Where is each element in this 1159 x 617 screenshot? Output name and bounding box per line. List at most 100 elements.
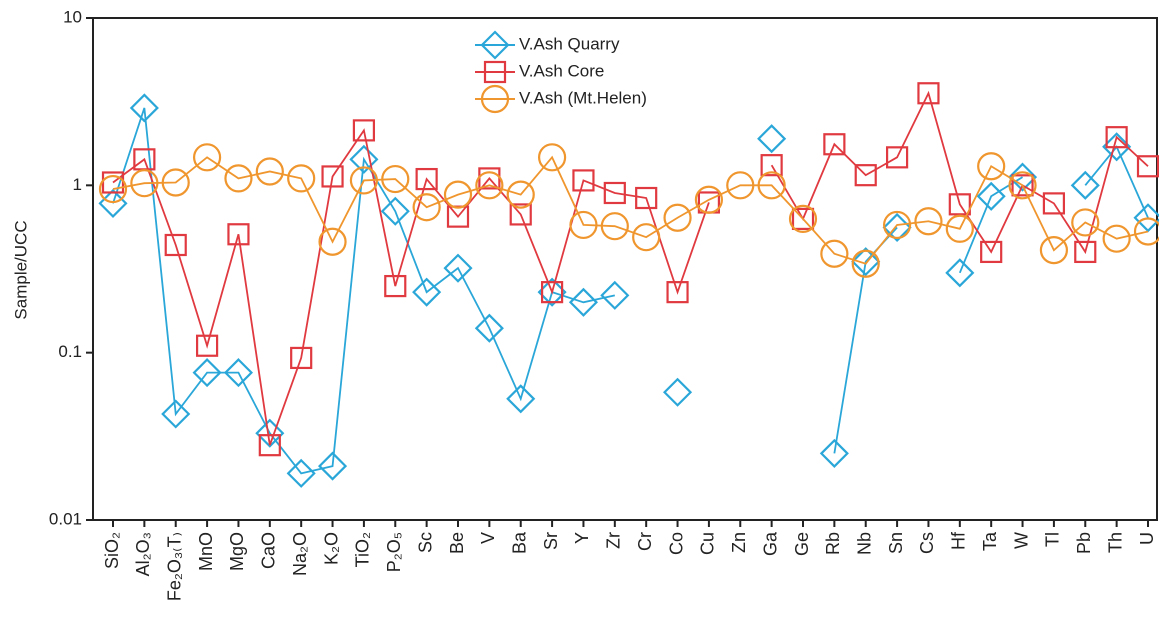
data-point bbox=[537, 277, 567, 307]
x-tick-label: Nb bbox=[854, 532, 874, 555]
data-point bbox=[352, 119, 376, 142]
data-point bbox=[600, 280, 630, 310]
x-tick-label: Sr bbox=[541, 532, 561, 550]
data-point bbox=[757, 124, 787, 154]
series-line bbox=[112, 128, 710, 446]
data-point bbox=[349, 144, 379, 174]
data-point bbox=[1039, 236, 1069, 265]
y-tick-label: 0.01 bbox=[49, 509, 82, 528]
data-point bbox=[948, 193, 971, 216]
series-line bbox=[112, 107, 616, 475]
data-point bbox=[977, 152, 1006, 181]
y-tick-label: 1 bbox=[73, 175, 82, 194]
data-point bbox=[506, 180, 535, 209]
data-point bbox=[1042, 192, 1066, 215]
data-point bbox=[255, 157, 284, 186]
legend-marker bbox=[480, 84, 510, 114]
data-point bbox=[286, 458, 316, 488]
data-point bbox=[287, 164, 316, 193]
data-point bbox=[726, 171, 755, 200]
data-point bbox=[164, 233, 187, 257]
y-tick-label: 0.1 bbox=[58, 342, 82, 361]
data-point bbox=[318, 227, 347, 256]
data-point bbox=[412, 193, 441, 222]
data-point bbox=[760, 154, 783, 177]
x-tick-label: Th bbox=[1105, 532, 1125, 553]
data-point bbox=[1011, 174, 1034, 197]
x-tick-label: Cu bbox=[698, 532, 718, 555]
data-point bbox=[851, 249, 880, 278]
data-point bbox=[412, 277, 442, 307]
x-tick-label: Ta bbox=[980, 531, 1000, 551]
x-tick-label: Sc bbox=[415, 532, 435, 553]
data-point bbox=[129, 93, 159, 123]
data-point bbox=[415, 167, 438, 191]
data-point bbox=[224, 164, 253, 193]
x-tick-label: Cr bbox=[635, 532, 655, 551]
series-line bbox=[112, 155, 1149, 265]
data-point bbox=[321, 165, 344, 188]
data-point bbox=[1133, 203, 1159, 233]
x-tick-label: Tl bbox=[1043, 532, 1063, 547]
data-point bbox=[945, 258, 975, 288]
data-point bbox=[380, 196, 410, 226]
data-point bbox=[474, 313, 504, 343]
data-point bbox=[317, 451, 348, 481]
data-point bbox=[1133, 217, 1159, 246]
data-point bbox=[635, 186, 658, 210]
x-tick-label: K₂O bbox=[321, 532, 341, 565]
x-tick-label: Rb bbox=[823, 532, 843, 555]
x-tick-label: V bbox=[478, 532, 498, 544]
x-tick-label: U bbox=[1137, 532, 1157, 545]
data-point bbox=[1008, 171, 1037, 200]
data-point bbox=[1071, 208, 1100, 237]
data-point bbox=[443, 253, 473, 283]
data-point bbox=[1007, 162, 1038, 192]
x-tick-label: Sn bbox=[886, 532, 906, 554]
y-tick-label: 10 bbox=[63, 7, 82, 26]
data-point bbox=[192, 143, 222, 172]
x-tick-label: Hf bbox=[949, 531, 969, 550]
legend-label: V.Ash Core bbox=[519, 61, 604, 80]
data-point bbox=[600, 212, 629, 241]
data-point bbox=[509, 203, 532, 226]
series-line bbox=[770, 90, 1149, 255]
data-point bbox=[506, 384, 536, 414]
x-tick-label: Pb bbox=[1074, 532, 1094, 554]
data-point bbox=[161, 399, 191, 429]
data-point bbox=[192, 358, 222, 388]
data-point bbox=[854, 164, 877, 187]
data-point bbox=[820, 239, 849, 268]
data-point bbox=[632, 223, 661, 252]
data-point bbox=[917, 82, 940, 105]
x-tick-label: Na₂O bbox=[290, 532, 310, 576]
data-point bbox=[1070, 170, 1100, 200]
data-point bbox=[349, 166, 379, 195]
x-tick-label: Zr bbox=[604, 532, 624, 549]
data-point bbox=[914, 207, 943, 236]
x-tick-label: P₂O₅ bbox=[384, 532, 404, 572]
data-point bbox=[569, 210, 598, 240]
data-point bbox=[980, 240, 1003, 264]
plot-frame bbox=[92, 17, 1158, 521]
x-tick-label: CaO bbox=[259, 532, 279, 569]
x-tick-label: Ba bbox=[509, 531, 529, 554]
data-point bbox=[882, 210, 912, 240]
data-point bbox=[823, 133, 846, 156]
data-point bbox=[195, 334, 219, 357]
data-point bbox=[475, 171, 504, 200]
data-point bbox=[976, 181, 1006, 211]
x-tick-label: TiO₂ bbox=[353, 532, 373, 567]
x-tick-label: Y bbox=[572, 532, 592, 544]
data-point bbox=[1074, 240, 1097, 264]
x-tick-label: Be bbox=[447, 532, 467, 554]
data-point bbox=[572, 169, 595, 192]
data-point bbox=[255, 418, 285, 448]
data-point bbox=[258, 434, 281, 457]
y-axis-label: Sample/UCC bbox=[11, 220, 30, 319]
x-tick-label: Ga bbox=[760, 531, 780, 556]
data-point bbox=[381, 164, 410, 194]
data-point bbox=[663, 203, 692, 232]
data-point bbox=[130, 169, 159, 198]
